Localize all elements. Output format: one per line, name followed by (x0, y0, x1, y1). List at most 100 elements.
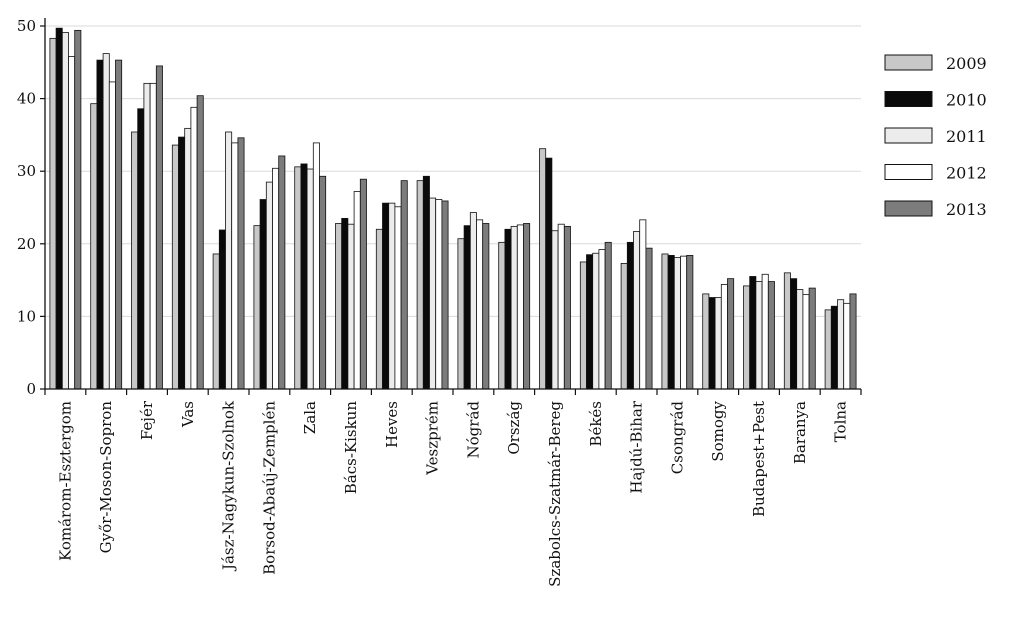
bar-2009 (824, 309, 832, 390)
bar-2012 (435, 199, 443, 390)
bar-2010 (341, 217, 349, 390)
y-tick-label: 10 (17, 307, 36, 325)
bar-2011 (633, 231, 641, 390)
bar-2011 (184, 127, 192, 390)
bar-2012 (639, 219, 647, 390)
gridlines (45, 25, 861, 317)
bar-2013 (523, 223, 531, 390)
legend-swatch-2012 (884, 164, 933, 180)
bar-2010 (830, 305, 838, 390)
bar-2012 (802, 294, 810, 390)
x-category-label: Hajdú-Bihar (628, 400, 646, 493)
bar-2012 (720, 284, 728, 390)
bar-2013 (319, 175, 327, 390)
y-tick-label: 40 (17, 90, 36, 108)
bar-2011 (429, 197, 437, 390)
bar-2009 (416, 180, 424, 390)
bar-2013 (808, 287, 816, 390)
bar-2013 (400, 180, 408, 390)
bar-2013 (767, 281, 775, 390)
y-tick-label: 30 (17, 162, 36, 180)
legend-label: 2013 (946, 200, 987, 219)
bar-2009 (294, 166, 302, 390)
bar-2012 (843, 302, 851, 390)
bar-2012 (394, 206, 402, 390)
y-tick-label: 50 (17, 17, 36, 35)
bar-2011 (265, 181, 273, 390)
x-category-label: Győr-Moson-Sopron (97, 401, 115, 554)
bar-2012 (476, 219, 484, 390)
bar-2011 (592, 252, 600, 390)
x-category-label: Budapest+Pest (750, 401, 768, 517)
bar-2009 (579, 261, 587, 390)
x-category-label: Heves (383, 401, 401, 448)
bar-2011 (510, 225, 518, 390)
bar-2012 (516, 224, 524, 390)
x-category-label: Veszprém (424, 401, 442, 476)
bar-2010 (259, 199, 267, 390)
bar-2009 (498, 241, 506, 390)
x-category-label: Borsod-Abaúj-Zemplén (260, 401, 278, 575)
bar-2010 (137, 108, 145, 390)
legend-label: 2012 (946, 164, 987, 183)
bar-2012 (353, 191, 361, 390)
bar-2010 (790, 278, 798, 390)
axes: 0 10 20 30 40 50 Komárom-Esztergom Győr-Moson-S… (17, 17, 862, 587)
bar-2013 (115, 59, 123, 390)
bar-2013 (74, 29, 82, 390)
bar-2010 (667, 255, 675, 390)
bar-2010 (504, 228, 512, 390)
bar-2010 (96, 59, 104, 390)
bar-2012 (68, 56, 76, 390)
legend-label: 2009 (946, 54, 987, 73)
bar-2010 (545, 157, 553, 390)
bar-2009 (539, 148, 547, 390)
bar-2012 (149, 82, 157, 390)
bar-2009 (253, 225, 261, 390)
legend: 2009 2010 2011 2012 2013 (884, 54, 987, 219)
bar-2009 (783, 272, 791, 390)
bar-2013 (278, 155, 286, 390)
x-category-label: Békés (587, 401, 605, 447)
bar-2011 (837, 299, 845, 390)
bar-2009 (457, 238, 465, 390)
bar-2009 (131, 131, 139, 390)
x-category-label: Vas (179, 401, 197, 428)
x-category-label: Ország (505, 401, 523, 455)
bar-2012 (680, 255, 688, 390)
legend-swatch-2009 (884, 54, 933, 71)
bar-2011 (755, 281, 763, 390)
bar-2012 (598, 249, 606, 390)
legend-label: 2010 (946, 91, 987, 110)
bar-2010 (300, 163, 308, 390)
bar-2010 (749, 276, 757, 390)
bar-2011 (714, 297, 722, 390)
bar-2012 (761, 273, 769, 390)
x-category-label: Komárom-Esztergom (56, 401, 74, 561)
bar-2009 (335, 223, 343, 390)
x-category-label: Somogy (709, 400, 727, 461)
bar-2012 (312, 142, 320, 390)
bar-2013 (604, 241, 612, 390)
bar-2010 (382, 202, 390, 390)
bar-2009 (620, 263, 628, 390)
y-tick-label: 0 (26, 380, 36, 398)
bar-2013 (849, 293, 857, 390)
legend-swatch-2011 (884, 127, 933, 144)
bar-2009 (743, 285, 751, 390)
legend-swatch-2013 (884, 200, 933, 217)
bar-2010 (218, 229, 226, 390)
bar-2011 (796, 289, 804, 390)
bar-2010 (586, 254, 594, 390)
bar-2011 (551, 230, 559, 390)
bar-2012 (190, 106, 198, 390)
bar-2010 (463, 225, 471, 390)
bar-2011 (388, 202, 396, 390)
legend-label: 2011 (946, 127, 987, 146)
bar-2012 (231, 142, 239, 390)
bar-2013 (155, 65, 163, 390)
bar-2009 (661, 253, 669, 390)
bars (49, 27, 857, 390)
bar-2013 (727, 278, 735, 390)
